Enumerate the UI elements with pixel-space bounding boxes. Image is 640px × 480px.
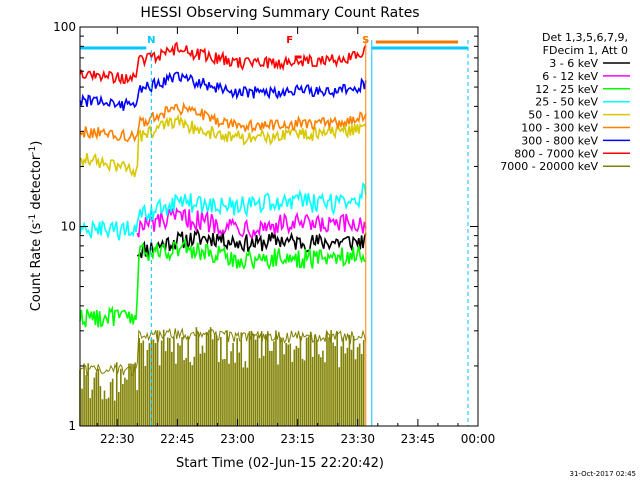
axes: 22:30 22:45 23:00 23:15 23:30 23:45 00:00 1 10 10… xyxy=(53,20,495,446)
series-trace xyxy=(136,206,367,239)
series-trace xyxy=(79,113,367,178)
legend-label: 800 - 7000 keV xyxy=(514,147,598,160)
x-tick-label: 22:30 xyxy=(100,432,135,446)
x-tick-label: 23:15 xyxy=(280,432,315,446)
y-tick-label: 10 xyxy=(61,220,76,234)
legend: Det 1,3,5,6,7,9, FDecim 1, Att 0 3 - 6 k… xyxy=(500,31,630,173)
x-tick-label: 00:00 xyxy=(461,432,496,446)
series-trace xyxy=(79,327,367,377)
x-tick-label: 23:00 xyxy=(220,432,255,446)
legend-label: 12 - 25 keV xyxy=(535,83,598,96)
chart-title: HESSI Observing Summary Count Rates xyxy=(140,5,419,21)
legend-label: 7000 - 20000 keV xyxy=(500,160,598,173)
series-50-100keV-line xyxy=(79,113,367,178)
legend-label: 25 - 50 keV xyxy=(535,96,598,109)
flag-label: N xyxy=(147,35,155,46)
legend-label: 100 - 300 keV xyxy=(521,122,598,135)
series-25-50keV-line xyxy=(79,182,367,241)
series-3-6keV-line xyxy=(136,228,367,259)
legend-header-line-1: Det 1,3,5,6,7,9, xyxy=(542,31,628,44)
series-trace xyxy=(79,237,366,328)
x-axis-label: Start Time (02-Jun-15 22:20:42) xyxy=(176,456,384,471)
series-12-25keV-line xyxy=(79,237,366,328)
legend-label: 6 - 12 keV xyxy=(542,70,598,83)
y-axis-label: Count Rate (s-1 detector-1) xyxy=(28,141,44,312)
legend-header-line-2: FDecim 1, Att 0 xyxy=(543,44,628,57)
legend-label: 50 - 100 keV xyxy=(528,109,598,122)
x-tick-label: 23:30 xyxy=(340,432,375,446)
series-6-12keV-line xyxy=(136,206,367,239)
footer-date: 31-Oct-2017 02:45 xyxy=(570,470,636,478)
legend-label: 3 - 6 keV xyxy=(549,57,598,70)
series-300-800keV-line xyxy=(79,71,367,111)
series-trace xyxy=(79,182,367,241)
flag-f: F xyxy=(286,35,302,59)
plot-area: NFS xyxy=(79,35,469,426)
y-tick-label: 100 xyxy=(53,20,76,34)
series-trace xyxy=(79,101,367,143)
x-tick-label: 23:45 xyxy=(401,432,436,446)
series-trace xyxy=(79,71,367,111)
series-trace xyxy=(79,41,367,85)
flag-label: F xyxy=(286,35,293,46)
x-tick-label: 22:45 xyxy=(160,432,195,446)
series-100-300keV-line xyxy=(79,101,367,143)
y-tick-label: 1 xyxy=(68,419,76,433)
flag-n: N xyxy=(80,35,156,426)
series-trace xyxy=(136,228,367,259)
legend-label: 300 - 800 keV xyxy=(521,134,598,147)
series-800-7000keV-line xyxy=(79,41,367,85)
